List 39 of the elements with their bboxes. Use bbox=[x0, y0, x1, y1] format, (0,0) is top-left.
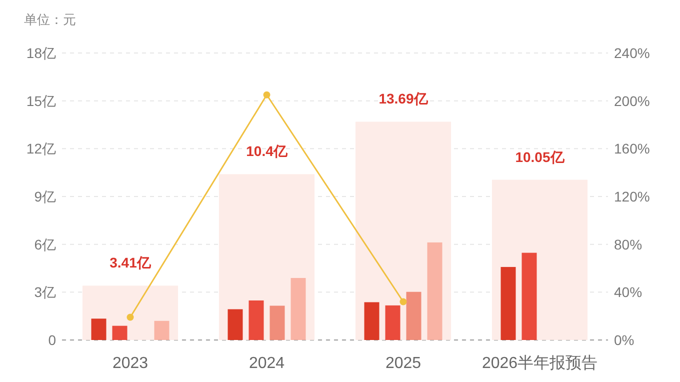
y2-tick-label: 160% bbox=[614, 140, 650, 157]
bar bbox=[427, 242, 442, 340]
bar bbox=[248, 300, 264, 340]
y-tick-label: 15亿 bbox=[26, 92, 56, 109]
bar bbox=[290, 278, 306, 340]
y-tick-label: 9亿 bbox=[34, 188, 56, 204]
bar bbox=[385, 305, 400, 340]
y-tick-label: 6亿 bbox=[34, 236, 56, 252]
y2-tick-label: 120% bbox=[614, 188, 650, 204]
y2-tick-label: 80% bbox=[614, 236, 642, 252]
x-tick-label: 2023 bbox=[112, 355, 148, 372]
y2-tick-label: 40% bbox=[614, 284, 642, 300]
y-tick-label: 0 bbox=[48, 332, 56, 348]
bar bbox=[112, 326, 128, 340]
y2-tick-label: 0% bbox=[614, 332, 634, 348]
bar bbox=[228, 309, 243, 340]
point bbox=[400, 298, 407, 306]
x-tick-label: 2025 bbox=[385, 355, 422, 372]
data-label: 10.05亿 bbox=[515, 148, 566, 165]
y-axis-title: 单位：元 bbox=[24, 12, 76, 27]
y-tick-label: 3亿 bbox=[34, 284, 56, 300]
x-tick-label: 2026半年报预告 bbox=[482, 354, 598, 372]
data-label: 10.4亿 bbox=[246, 143, 288, 160]
y2-tick-label: 200% bbox=[614, 92, 650, 109]
point bbox=[263, 91, 270, 98]
data-label: 13.69亿 bbox=[378, 90, 429, 107]
y-tick-label: 18亿 bbox=[26, 45, 56, 61]
point bbox=[126, 314, 134, 321]
bar bbox=[364, 302, 380, 340]
y2-tick-label: 240% bbox=[614, 45, 650, 61]
bar bbox=[91, 318, 106, 340]
bar bbox=[406, 292, 422, 340]
bar bbox=[522, 252, 537, 340]
x-tick-label: 2024 bbox=[248, 355, 285, 372]
bar bbox=[270, 306, 285, 340]
bar bbox=[154, 320, 170, 340]
bar bbox=[500, 266, 516, 340]
y-tick-label: 12亿 bbox=[26, 140, 56, 157]
data-label: 3.41亿 bbox=[110, 254, 152, 271]
